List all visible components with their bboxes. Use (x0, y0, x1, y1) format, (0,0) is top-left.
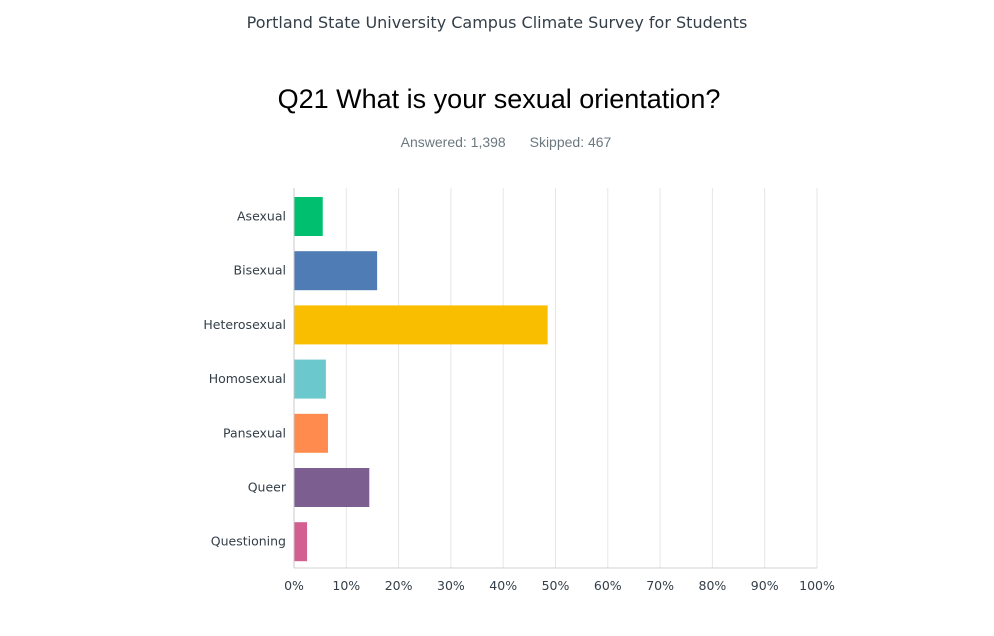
x-tick-label: 50% (542, 578, 570, 593)
x-tick-label: 100% (799, 578, 835, 593)
category-label: Asexual (237, 209, 286, 224)
x-tick-label: 0% (284, 578, 304, 593)
bar-queer (294, 468, 370, 507)
bar-questioning (294, 522, 308, 562)
x-tick-label: 70% (646, 578, 674, 593)
category-label: Pansexual (223, 425, 286, 440)
x-tick-label: 20% (385, 578, 413, 593)
x-tick-label: 90% (751, 578, 779, 593)
x-tick-label: 80% (699, 578, 727, 593)
category-label: Questioning (211, 534, 286, 549)
bar-pansexual (294, 413, 328, 453)
bar-homosexual (294, 359, 326, 399)
bar-asexual (294, 197, 323, 236)
category-label: Queer (248, 480, 287, 495)
response-stats: Answered: 1,398 Skipped: 467 (0, 134, 994, 150)
category-label: Homosexual (209, 371, 286, 386)
category-label: Bisexual (234, 263, 286, 278)
answered-count: Answered: 1,398 (400, 134, 506, 150)
x-tick-label: 10% (332, 578, 360, 593)
category-label: Heterosexual (203, 317, 286, 332)
bar-heterosexual (294, 305, 548, 345)
skipped-count: Skipped: 467 (529, 134, 612, 150)
x-tick-label: 40% (489, 578, 517, 593)
question-title: Q21 What is your sexual orientation? (277, 84, 721, 114)
x-tick-label: 30% (437, 578, 465, 593)
bar-bisexual (294, 251, 378, 291)
x-tick-label: 60% (594, 578, 622, 593)
survey-title: Portland State University Campus Climate… (246, 13, 748, 32)
